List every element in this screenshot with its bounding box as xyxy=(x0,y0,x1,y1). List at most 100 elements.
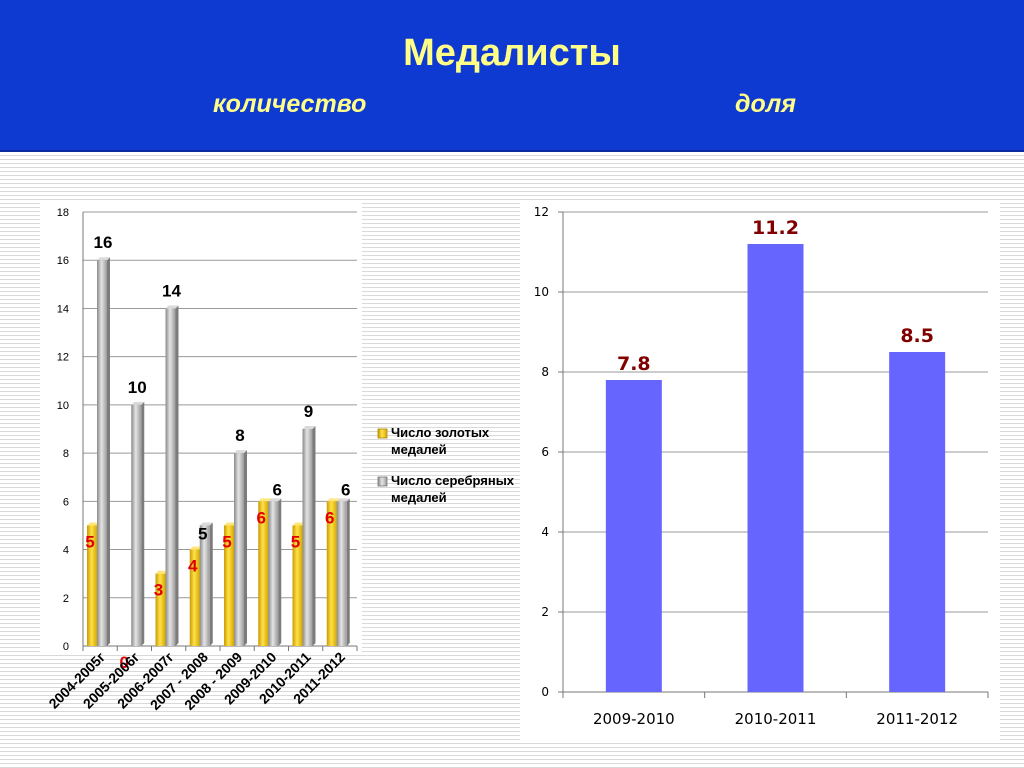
gold-bar-top xyxy=(326,498,340,502)
silver-bar-face xyxy=(234,453,244,646)
gold-data-label: 5 xyxy=(222,532,231,551)
silver-bar-side xyxy=(175,305,179,646)
gold-bar-face xyxy=(87,525,97,646)
gold-bar-top xyxy=(155,570,169,574)
share-bar xyxy=(747,244,804,692)
silver-bar xyxy=(302,426,316,646)
left-y-tick-label: 12 xyxy=(57,352,69,364)
share-data-label: 7.8 xyxy=(617,353,651,375)
right-y-tick-label: 10 xyxy=(534,285,549,299)
legend-label-line: медалей xyxy=(391,490,447,505)
silver-data-label: 6 xyxy=(341,480,350,499)
gold-bar-face xyxy=(258,501,269,646)
subtitle-share: доля xyxy=(735,90,796,118)
legend-silver-label: Число серебряных медалей xyxy=(391,473,515,505)
gold-bar-top xyxy=(258,498,272,502)
silver-bar-top xyxy=(302,426,316,429)
gold-data-label: 5 xyxy=(85,532,94,551)
subtitle-count: количество xyxy=(213,90,367,118)
gold-bar-face xyxy=(189,549,200,646)
share-data-label: 8.5 xyxy=(900,325,934,347)
silver-data-label: 14 xyxy=(162,281,181,300)
right-x-category-label: 2009-2010 xyxy=(593,710,675,728)
silver-bar xyxy=(234,450,247,646)
gold-bar-top xyxy=(189,546,203,550)
silver-bar xyxy=(336,498,350,646)
share-data-label: 11.2 xyxy=(752,217,799,239)
title-banner: Медалисты количество доля xyxy=(0,0,1024,152)
left-y-tick-label: 6 xyxy=(63,496,69,508)
gold-bar-face xyxy=(155,573,166,646)
gold-bar-top xyxy=(224,522,237,526)
right-x-category-label: 2011-2012 xyxy=(876,710,958,728)
right-y-tick-label: 4 xyxy=(541,525,549,539)
share-bar xyxy=(605,380,662,692)
silver-bar-face xyxy=(97,260,107,646)
left-y-tick-label: 4 xyxy=(63,545,69,557)
silver-bar xyxy=(268,498,282,646)
silver-data-label: 5 xyxy=(198,524,207,543)
silver-bar-top xyxy=(336,498,350,502)
right-y-tick-label: 6 xyxy=(541,445,549,459)
gold-data-label: 6 xyxy=(325,508,334,527)
legend-label-line: Число серебряных xyxy=(391,473,515,488)
silver-data-label: 9 xyxy=(304,402,313,421)
silver-data-label: 8 xyxy=(235,426,244,445)
right-y-tick-label: 12 xyxy=(534,205,549,219)
left-y-tick-label: 10 xyxy=(57,400,69,412)
gold-data-label: 3 xyxy=(154,581,163,600)
silver-bar xyxy=(97,257,110,646)
silver-bar-top xyxy=(199,522,213,526)
left-legend: Число золотых медалей Число серебряных меда… xyxy=(377,425,515,505)
silver-bar-side xyxy=(107,257,110,646)
gold-bar-face xyxy=(326,501,337,646)
silver-data-label: 6 xyxy=(273,480,282,499)
right-y-tick-label: 0 xyxy=(541,685,549,699)
gold-bar-face xyxy=(292,525,303,646)
silver-bar xyxy=(131,401,145,646)
legend-gold-label: Число золотых медалей xyxy=(391,425,490,457)
silver-bar-face xyxy=(336,501,347,646)
right-y-tick-label: 8 xyxy=(541,365,549,379)
silver-data-label: 16 xyxy=(94,233,113,252)
gold-data-label: 0 xyxy=(120,653,129,672)
left-y-tick-label: 14 xyxy=(57,303,69,315)
legend-silver-swatch xyxy=(377,476,388,487)
silver-bar-face xyxy=(165,308,176,646)
silver-bar-top xyxy=(165,305,179,309)
silver-bar-side xyxy=(346,498,350,646)
silver-bar-top xyxy=(268,498,282,502)
right-y-tick-label: 2 xyxy=(541,605,549,619)
legend-label-line: Число золотых xyxy=(391,425,490,440)
silver-bar-face xyxy=(131,404,142,646)
silver-bar-side xyxy=(209,522,213,646)
left-y-tick-label: 2 xyxy=(63,593,69,605)
silver-bar-side xyxy=(141,401,145,646)
silver-bar xyxy=(165,305,179,646)
silver-bar-face xyxy=(199,525,210,646)
left-y-tick-label: 8 xyxy=(63,448,69,460)
right-x-category-label: 2010-2011 xyxy=(735,710,817,728)
left-y-tick-label: 18 xyxy=(57,207,69,219)
left-y-tick-label: 16 xyxy=(57,255,69,267)
left-y-tick-label: 0 xyxy=(63,641,69,653)
gold-bar-face xyxy=(224,525,234,646)
silver-bar-face xyxy=(302,429,313,646)
silver-bar-side xyxy=(278,498,282,646)
gold-data-label: 4 xyxy=(188,557,198,576)
gold-bar-top xyxy=(292,522,306,526)
silver-bar-top xyxy=(234,450,247,454)
page-title: Медалисты xyxy=(403,32,621,74)
silver-bar-side xyxy=(312,426,316,646)
gold-bar-top xyxy=(87,522,100,526)
silver-bar-top xyxy=(97,257,110,261)
silver-data-label: 10 xyxy=(128,378,147,397)
silver-bar-face xyxy=(268,501,279,646)
gold-data-label: 6 xyxy=(257,508,266,527)
legend-gold-swatch xyxy=(377,428,388,439)
legend-label-line: медалей xyxy=(391,442,447,457)
silver-bar-side xyxy=(244,450,247,646)
share-bar xyxy=(889,352,946,692)
gold-data-label: 5 xyxy=(291,532,300,551)
